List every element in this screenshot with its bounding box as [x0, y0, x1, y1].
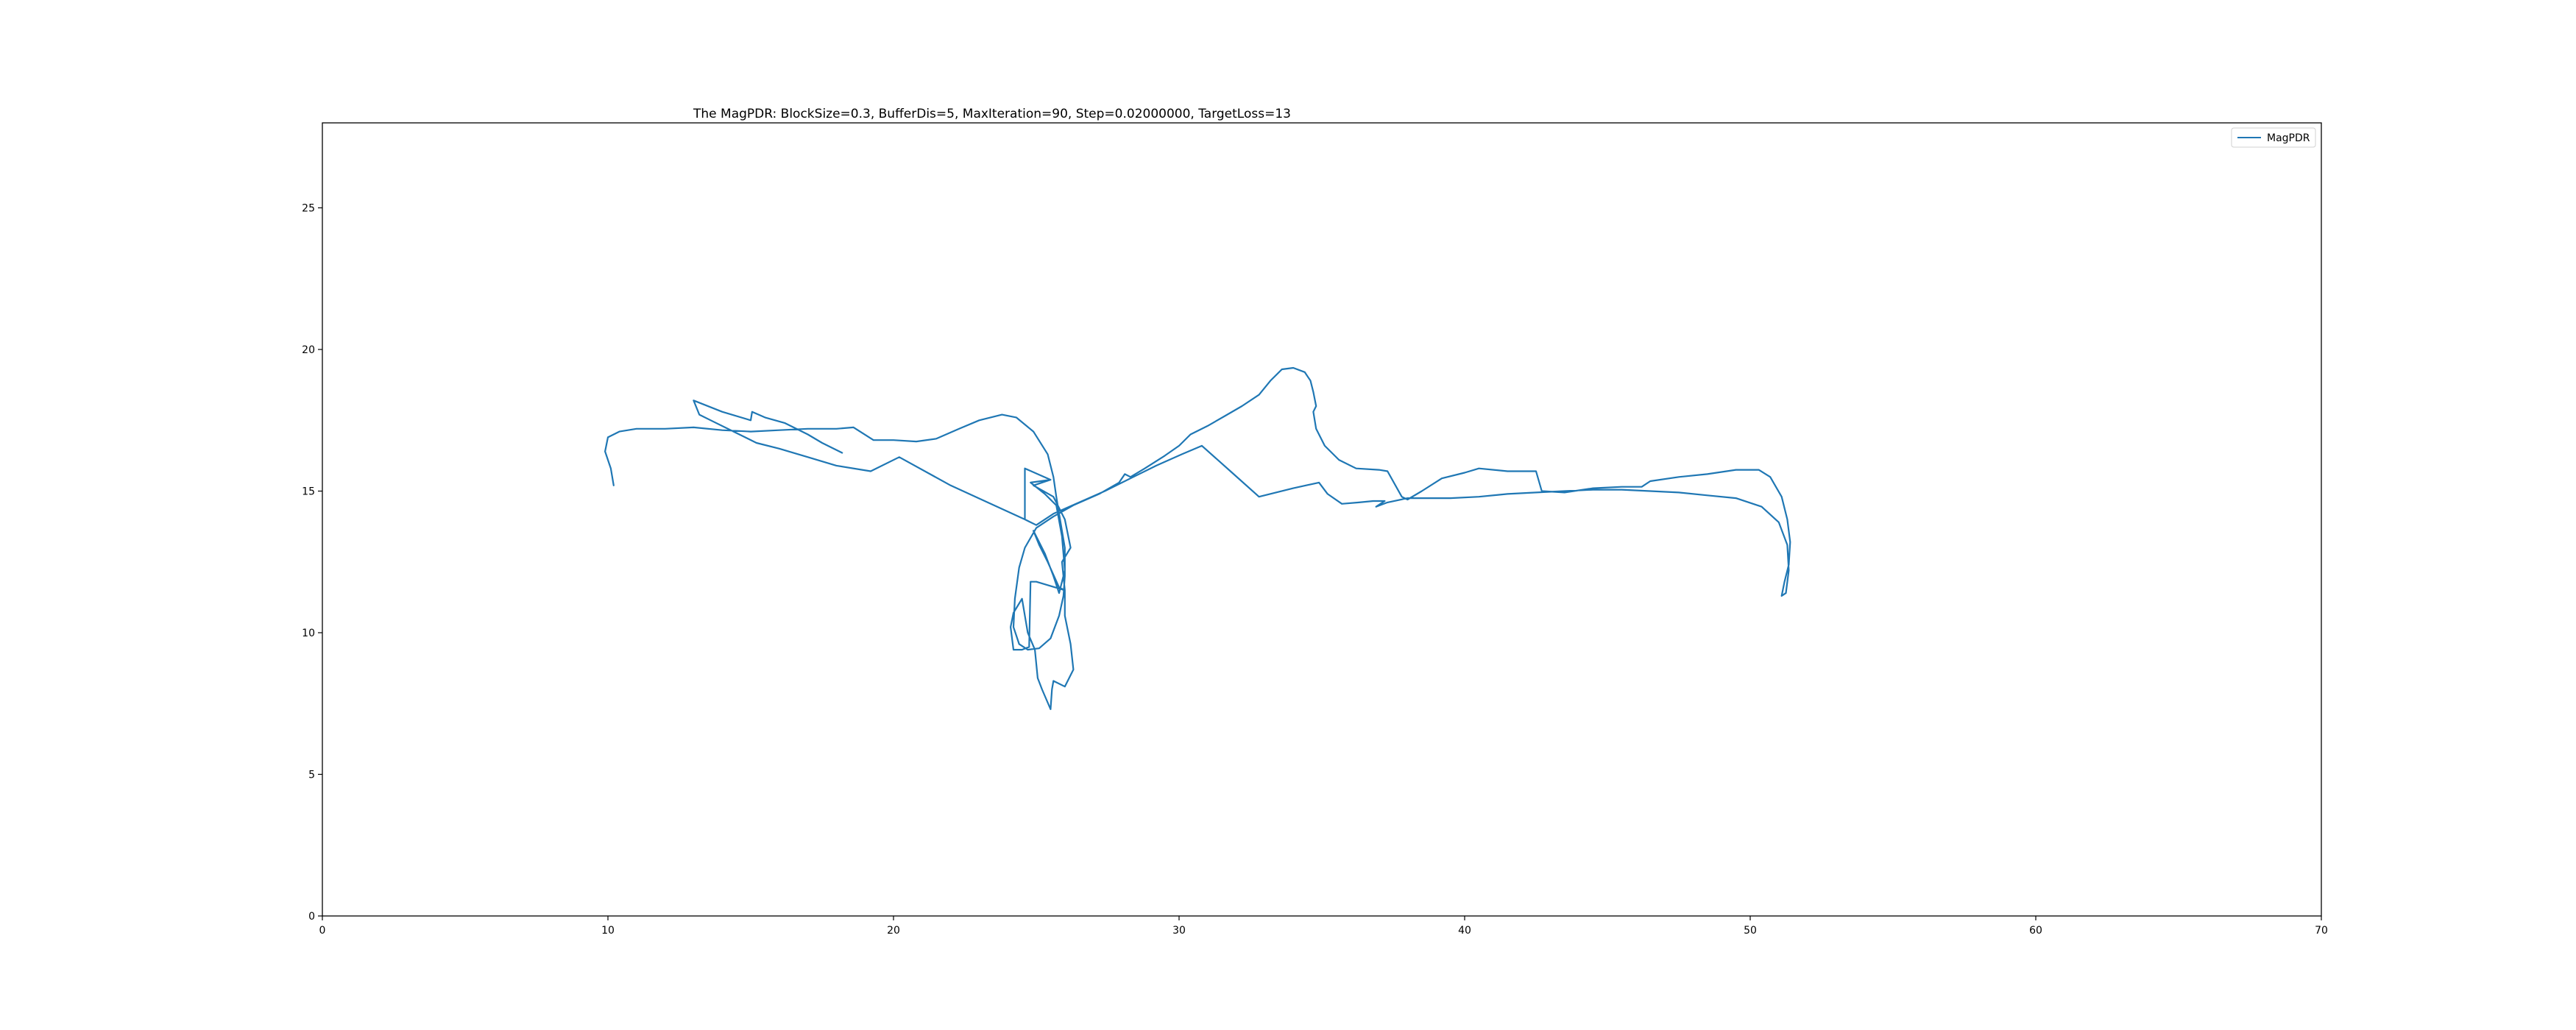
legend-box: [2231, 127, 2316, 148]
y-tick-label: 25: [302, 203, 315, 215]
y-tick-label: 20: [302, 344, 315, 356]
x-tick-label: 50: [1744, 925, 1757, 937]
x-tick-label: 60: [2029, 925, 2042, 937]
series-line-magpdr: [604, 366, 1791, 711]
plot-area-frame: [322, 122, 2322, 917]
y-tick-label: 0: [308, 911, 315, 923]
y-tick-label: 5: [308, 770, 315, 781]
x-tick-label: 30: [1172, 925, 1186, 937]
x-tick-label: 70: [2315, 925, 2328, 937]
y-tick-label: 15: [302, 486, 315, 498]
x-tick-label: 0: [319, 925, 326, 937]
x-tick-label: 40: [1458, 925, 1471, 937]
legend-label-magpdr: MagPDR: [2267, 132, 2310, 144]
legend: MagPDR: [2231, 127, 2316, 148]
x-axis: 0 10 20 30 40 50 60 70: [319, 916, 2328, 937]
y-axis: 0 5 10 15 20 25: [302, 203, 322, 923]
y-tick-label: 10: [302, 628, 315, 639]
x-tick-label: 20: [887, 925, 900, 937]
series-layer: [604, 366, 1791, 711]
chart-title: The MagPDR: BlockSize=0.3, BufferDis=5, …: [693, 107, 1291, 121]
x-tick-label: 10: [601, 925, 615, 937]
